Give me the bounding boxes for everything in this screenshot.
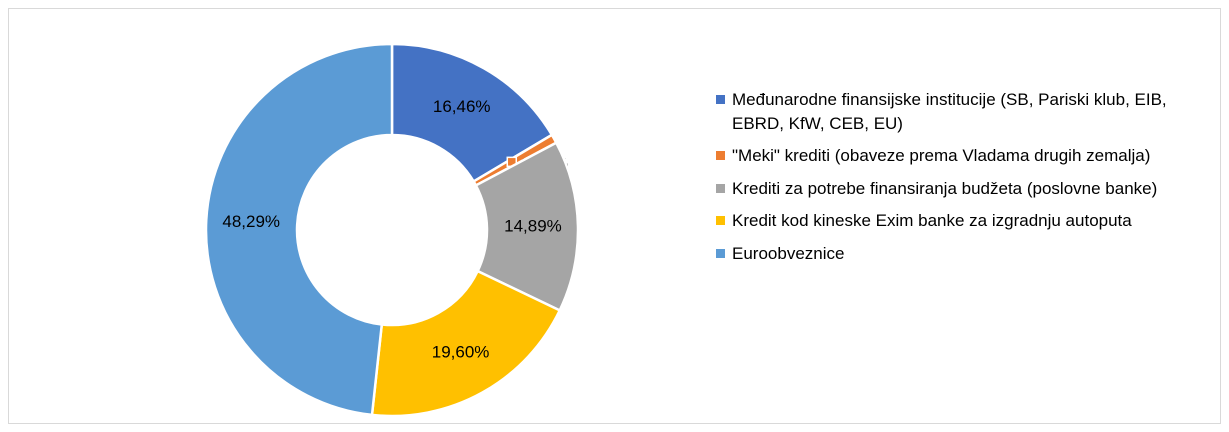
legend-key <box>716 183 725 193</box>
legend-item: Krediti za potrebe finansiranja budžeta … <box>714 177 1204 201</box>
legend-item: "Meki" krediti (obaveze prema Vladama dr… <box>714 144 1204 168</box>
donut-slice <box>370 269 562 418</box>
legend-item: Međunarodne finansijske institucije (SB,… <box>714 88 1204 135</box>
legend-label: Međunarodne finansijske institucije (SB,… <box>732 90 1167 133</box>
data-label: 16,46% <box>433 97 491 116</box>
legend: Međunarodne finansijske institucije (SB,… <box>714 88 1204 274</box>
legend-key <box>716 95 725 104</box>
legend-label: "Meki" krediti (obaveze prema Vladama dr… <box>732 146 1151 165</box>
legend-label: Kredit kod kineske Exim banke za izgradn… <box>732 211 1132 230</box>
data-label: 48,29% <box>222 212 280 231</box>
legend-label: Krediti za potrebe finansiranja budžeta … <box>732 178 1158 198</box>
legend-key <box>716 151 725 160</box>
legend-item: Kredit kod kineske Exim banke za izgradn… <box>714 209 1204 233</box>
legend-key <box>716 216 725 225</box>
donut-slice <box>204 42 394 417</box>
legend-key <box>716 248 725 258</box>
legend-item: Euroobveznice <box>714 242 1204 266</box>
data-label: 19,60% <box>432 343 490 362</box>
legend-label: Euroobveznice <box>732 243 845 263</box>
donut-slice <box>474 141 580 313</box>
data-label: 14,89% <box>504 217 562 236</box>
